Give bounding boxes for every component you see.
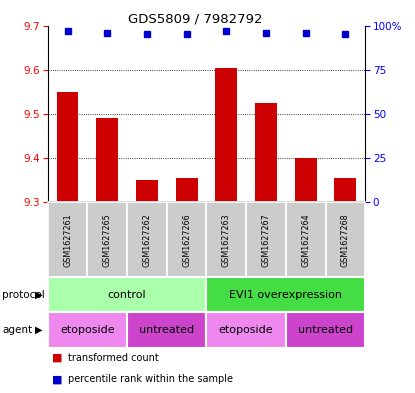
Text: ▶: ▶ bbox=[35, 290, 42, 300]
Text: ▶: ▶ bbox=[35, 325, 42, 335]
Bar bbox=[48, 277, 207, 312]
Text: etoposide: etoposide bbox=[60, 325, 115, 335]
Bar bbox=[325, 202, 365, 277]
Text: untreated: untreated bbox=[298, 325, 353, 335]
Bar bbox=[127, 312, 207, 348]
Bar bbox=[57, 92, 78, 202]
Text: GSM1627266: GSM1627266 bbox=[182, 213, 191, 266]
Bar bbox=[207, 202, 246, 277]
Bar bbox=[127, 202, 167, 277]
Bar bbox=[207, 312, 286, 348]
Text: GDS5809 / 7982792: GDS5809 / 7982792 bbox=[128, 13, 262, 26]
Bar bbox=[136, 180, 158, 202]
Text: untreated: untreated bbox=[139, 325, 194, 335]
Bar bbox=[255, 103, 277, 202]
Bar bbox=[334, 178, 356, 202]
Text: GSM1627263: GSM1627263 bbox=[222, 213, 231, 266]
Text: ■: ■ bbox=[52, 353, 62, 363]
Text: EVI1 overexpression: EVI1 overexpression bbox=[229, 290, 342, 300]
Bar bbox=[215, 68, 237, 202]
Bar bbox=[295, 158, 317, 202]
Text: percentile rank within the sample: percentile rank within the sample bbox=[68, 374, 234, 384]
Bar bbox=[88, 202, 127, 277]
Bar bbox=[246, 202, 286, 277]
Bar bbox=[286, 202, 325, 277]
Bar bbox=[207, 277, 365, 312]
Text: GSM1627265: GSM1627265 bbox=[103, 213, 112, 266]
Bar bbox=[48, 202, 88, 277]
Text: GSM1627267: GSM1627267 bbox=[261, 213, 271, 266]
Text: GSM1627268: GSM1627268 bbox=[341, 213, 350, 266]
Text: etoposide: etoposide bbox=[219, 325, 273, 335]
Bar bbox=[96, 118, 118, 202]
Text: control: control bbox=[108, 290, 146, 300]
Text: transformed count: transformed count bbox=[68, 353, 159, 363]
Text: GSM1627262: GSM1627262 bbox=[142, 213, 151, 266]
Bar bbox=[286, 312, 365, 348]
Text: GSM1627261: GSM1627261 bbox=[63, 213, 72, 266]
Bar bbox=[48, 312, 127, 348]
Bar bbox=[167, 202, 207, 277]
Bar bbox=[176, 178, 198, 202]
Text: GSM1627264: GSM1627264 bbox=[301, 213, 310, 266]
Text: protocol: protocol bbox=[2, 290, 45, 300]
Text: ■: ■ bbox=[52, 374, 62, 384]
Text: agent: agent bbox=[2, 325, 32, 335]
